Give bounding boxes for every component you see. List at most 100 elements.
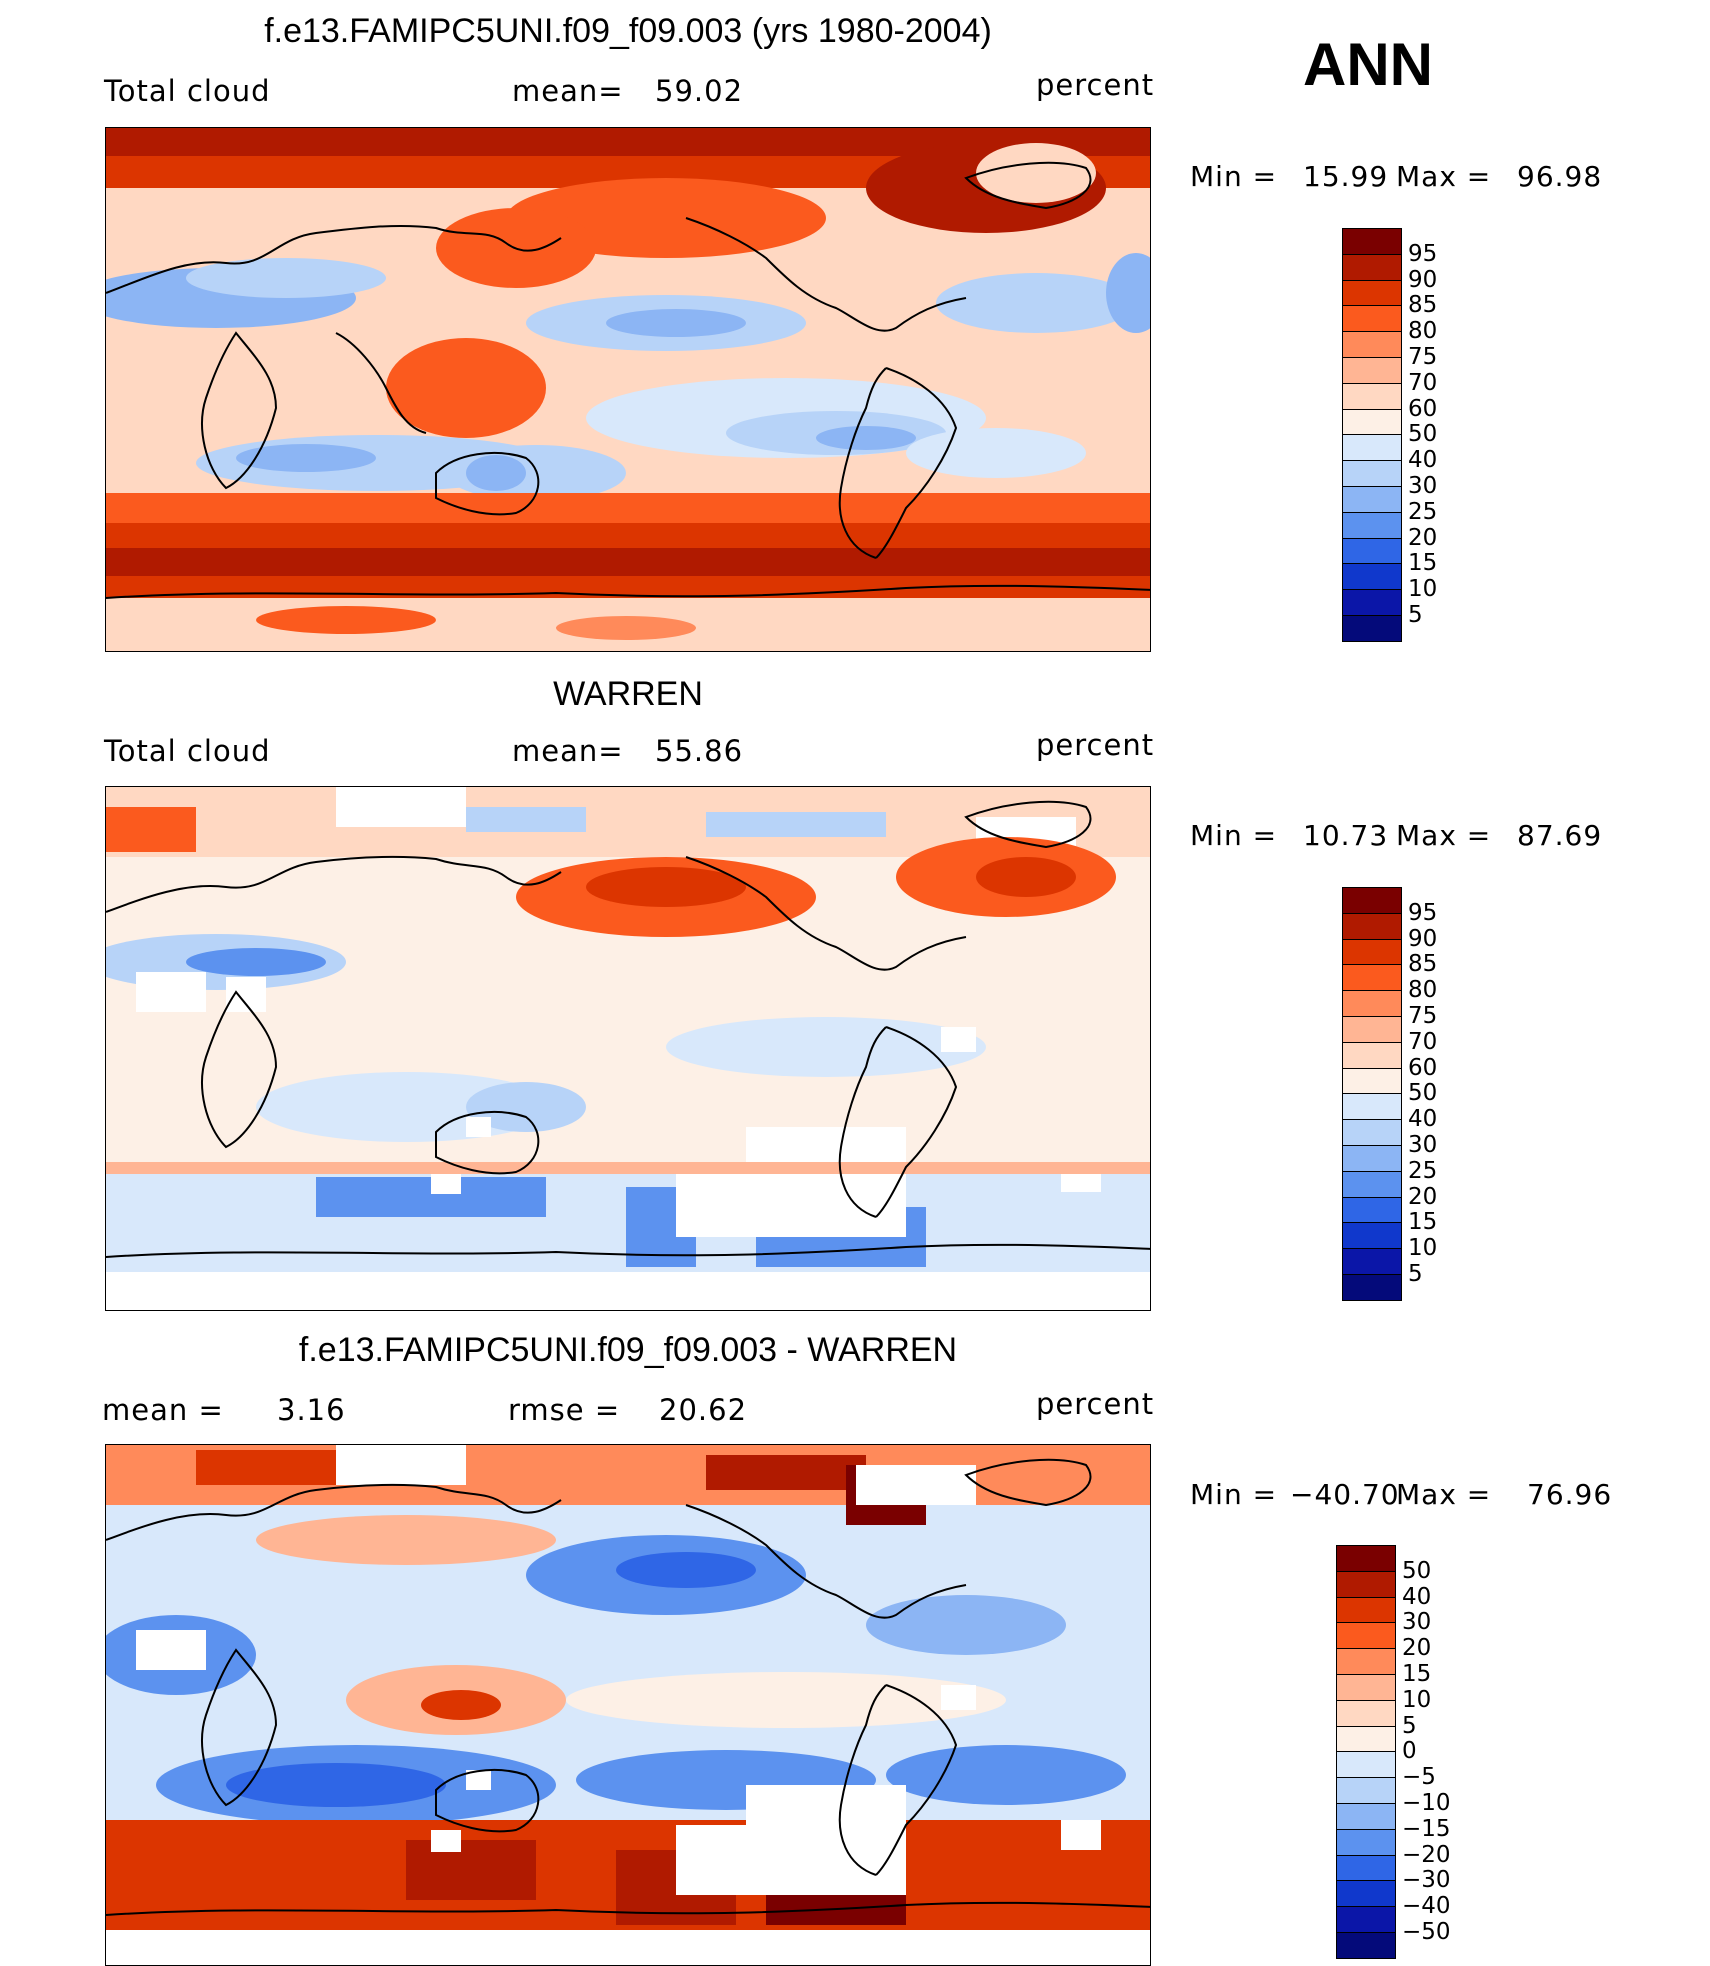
colorbar-box — [1336, 1880, 1396, 1908]
colorbar-box — [1342, 938, 1402, 966]
colorbar-box — [1342, 537, 1402, 565]
colorbar-label: −5 — [1402, 1764, 1436, 1791]
colorbar-label: 0 — [1402, 1738, 1417, 1765]
colorbar-box — [1342, 990, 1402, 1017]
colorbar-box — [1336, 1777, 1396, 1804]
colorbar-box — [1342, 434, 1402, 462]
colorbar-label: −50 — [1402, 1919, 1451, 1945]
colorbar-label: 40 — [1402, 1583, 1432, 1610]
colorbar-label: 5 — [1408, 602, 1423, 628]
colorbar-label: 25 — [1408, 498, 1438, 525]
colorbar-box — [1336, 1622, 1396, 1650]
colorbar-box — [1342, 1016, 1402, 1043]
colorbar-label: 5 — [1402, 1712, 1417, 1739]
colorbar-box — [1336, 1570, 1396, 1598]
panel3-rmse-label: rmse = — [508, 1393, 621, 1427]
panel2-title: WARREN — [553, 675, 703, 713]
colorbar-box — [1342, 357, 1402, 384]
colorbar-label: −10 — [1402, 1790, 1451, 1816]
colorbar-box — [1336, 1674, 1396, 1701]
season-label: ANN — [1303, 31, 1433, 98]
panel1-min-label: Min = — [1190, 160, 1278, 193]
colorbar-box — [1342, 964, 1402, 992]
colorbar-box — [1336, 1545, 1396, 1572]
panel2-mean-value: 55.86 — [655, 734, 744, 768]
colorbar-label: 40 — [1408, 1106, 1438, 1133]
colorbar-box — [1342, 305, 1402, 333]
colorbar-box — [1342, 1196, 1402, 1224]
panel2-max-value: 87.69 — [1517, 819, 1603, 852]
colorbar-label: 50 — [1408, 421, 1438, 448]
colorbar-label: 75 — [1408, 1003, 1438, 1029]
colorbar-box — [1342, 486, 1402, 513]
colorbar-label: 60 — [1408, 395, 1438, 422]
colorbar-label: 30 — [1408, 473, 1438, 499]
panel2-min-label: Min = — [1190, 819, 1278, 852]
panel2-mean-label: mean= — [512, 734, 624, 768]
colorbar-label: 50 — [1408, 1080, 1438, 1107]
panel3-title: f.e13.FAMIPC5UNI.f09_f09.003 - WARREN — [298, 1331, 958, 1369]
colorbar-label: 70 — [1408, 369, 1438, 396]
colorbar-box — [1342, 615, 1402, 642]
panel1-max-value: 96.98 — [1517, 160, 1603, 193]
colorbar-box — [1342, 1274, 1402, 1301]
colorbar-label: −30 — [1402, 1867, 1451, 1894]
colorbar-box — [1342, 1067, 1402, 1095]
colorbar-box — [1336, 1803, 1396, 1830]
panel1-map — [105, 127, 1151, 652]
panel2-map — [105, 786, 1151, 1311]
panel3-min-value: −40.70 — [1290, 1478, 1400, 1511]
colorbar-label: 60 — [1408, 1054, 1438, 1081]
colorbar-box — [1342, 408, 1402, 436]
panel3-rmse-value: 20.62 — [659, 1393, 748, 1427]
colorbar-box — [1342, 1170, 1402, 1198]
panel3-max-value: 76.96 — [1527, 1478, 1613, 1511]
colorbar-box — [1342, 1041, 1402, 1069]
colorbar-label: 95 — [1408, 899, 1438, 926]
colorbar-label: 15 — [1408, 1209, 1438, 1236]
colorbar-label: 95 — [1408, 240, 1438, 267]
colorbar-box — [1342, 1093, 1402, 1121]
colorbar-label: 20 — [1408, 524, 1438, 551]
colorbar-label: 10 — [1408, 576, 1438, 603]
colorbar-box — [1342, 1145, 1402, 1172]
panel1-max-label: Max = — [1396, 160, 1492, 193]
colorbar-label: 80 — [1408, 977, 1438, 1004]
panel2-variable-label: Total cloud — [104, 734, 271, 768]
colorbar-box — [1342, 511, 1402, 539]
colorbar-box — [1342, 589, 1402, 616]
panel1-min-value: 15.99 — [1303, 160, 1389, 193]
colorbar-box — [1342, 228, 1402, 255]
colorbar-label: 15 — [1402, 1661, 1432, 1687]
colorbar-label: 70 — [1408, 1028, 1438, 1055]
panel3-mean-value: 3.16 — [277, 1393, 346, 1427]
panel1-units: percent — [1036, 68, 1155, 102]
colorbar-box — [1336, 1854, 1396, 1882]
colorbar-label: 40 — [1408, 447, 1438, 474]
colorbar-box — [1336, 1906, 1396, 1933]
colorbar-box — [1342, 460, 1402, 487]
colorbar-label: 90 — [1408, 925, 1438, 952]
colorbar-box — [1336, 1828, 1396, 1856]
colorbar-label: 80 — [1408, 318, 1438, 345]
colorbar-label: 25 — [1408, 1157, 1438, 1184]
colorbar-box — [1336, 1648, 1396, 1675]
panel2-min-value: 10.73 — [1303, 819, 1389, 852]
colorbar-box — [1342, 1119, 1402, 1146]
colorbar-label: 90 — [1408, 266, 1438, 293]
colorbar-label: 50 — [1402, 1557, 1432, 1584]
colorbar-label: 85 — [1408, 292, 1438, 319]
panel1-mean-label: mean= — [512, 74, 624, 108]
colorbar-box — [1336, 1932, 1396, 1959]
colorbar-box — [1342, 887, 1402, 914]
panel3-units: percent — [1036, 1387, 1155, 1421]
panel3-mean-label: mean = — [102, 1393, 224, 1427]
colorbar-box — [1342, 1222, 1402, 1250]
colorbar-box — [1342, 331, 1402, 358]
colorbar-label: 85 — [1408, 951, 1438, 978]
panel2-max-label: Max = — [1396, 819, 1492, 852]
panel1-mean-value: 59.02 — [655, 74, 744, 108]
panel3-min-label: Min = — [1190, 1478, 1278, 1511]
colorbar-label: 15 — [1408, 550, 1438, 577]
colorbar-box — [1336, 1751, 1396, 1779]
